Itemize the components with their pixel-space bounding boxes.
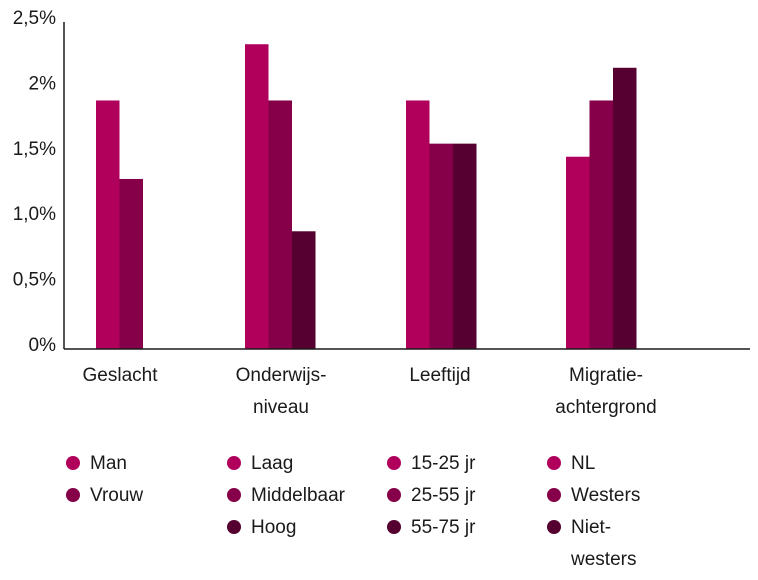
category-label: Geslacht (83, 365, 159, 386)
legend-label-middelbaar: Middelbaar (251, 485, 346, 506)
y-tick-label: 0% (29, 335, 57, 356)
bar-55-75-jr (453, 143, 477, 349)
legend-marker-25-55-jr (387, 488, 401, 502)
legend-label-55-75-jr: 55-75 jr (411, 517, 476, 538)
bar-nl (566, 156, 590, 349)
y-tick-labels: 0% 0,5% 1,0% 1,5% 2% 2,5% (13, 8, 56, 356)
legend-label-niet-westers: Niet- (571, 517, 611, 538)
category-label: niveau (253, 397, 309, 418)
y-tick-label: 0,5% (13, 270, 56, 291)
bar-niet-westers (613, 67, 637, 349)
legend-marker-westers (547, 488, 561, 502)
bar-vrouw (119, 178, 143, 349)
y-tick-label: 2% (29, 73, 57, 94)
legend-marker-vrouw (66, 488, 80, 502)
bar-15-25-jr (406, 100, 430, 349)
legend-label-25-55-jr: 25-55 jr (411, 485, 476, 506)
category-label: Onderwijs- (236, 365, 327, 386)
y-tick-label: 1,5% (13, 139, 56, 160)
bar-middelbaar (268, 100, 292, 349)
legend-label-hoog: Hoog (251, 517, 296, 538)
y-tick-label: 1,0% (13, 204, 56, 225)
category-label: Migratie- (569, 365, 643, 386)
legend-marker-15-25-jr (387, 456, 401, 470)
y-tick-label: 2,5% (13, 8, 56, 29)
legend-label-laag: Laag (251, 453, 293, 474)
bars-layer (96, 44, 637, 350)
legend-marker-hoog (227, 520, 241, 534)
bar-laag (245, 44, 269, 350)
legend-label-15-25-jr: 15-25 jr (411, 453, 476, 474)
legend-marker-man (66, 456, 80, 470)
legend-label-westers: Westers (571, 485, 640, 506)
category-label: achtergrond (555, 397, 656, 418)
category-labels: Geslacht Onderwijs-niveau Leeftijd Migratie… (83, 365, 657, 418)
bar-hoog (292, 231, 316, 349)
legend-marker-middelbaar (227, 488, 241, 502)
legend-label-nl: NL (571, 453, 595, 474)
category-label: Leeftijd (409, 365, 470, 386)
legend-marker-55-75-jr (387, 520, 401, 534)
legend-label-niet-westers: westers (570, 549, 636, 570)
legend-marker-nl (547, 456, 561, 470)
bar-25-55-jr (429, 143, 453, 349)
legend-marker-niet-westers (547, 520, 561, 534)
legend-marker-laag (227, 456, 241, 470)
legend-label-vrouw: Vrouw (90, 485, 143, 506)
axes-layer (63, 22, 750, 350)
bar-westers (589, 100, 613, 349)
legend-label-man: Man (90, 453, 127, 474)
legend: Man Vrouw Laag Middelbaar Hoog 15-25 jr 25-55 … (66, 453, 640, 570)
bar-man (96, 100, 120, 349)
